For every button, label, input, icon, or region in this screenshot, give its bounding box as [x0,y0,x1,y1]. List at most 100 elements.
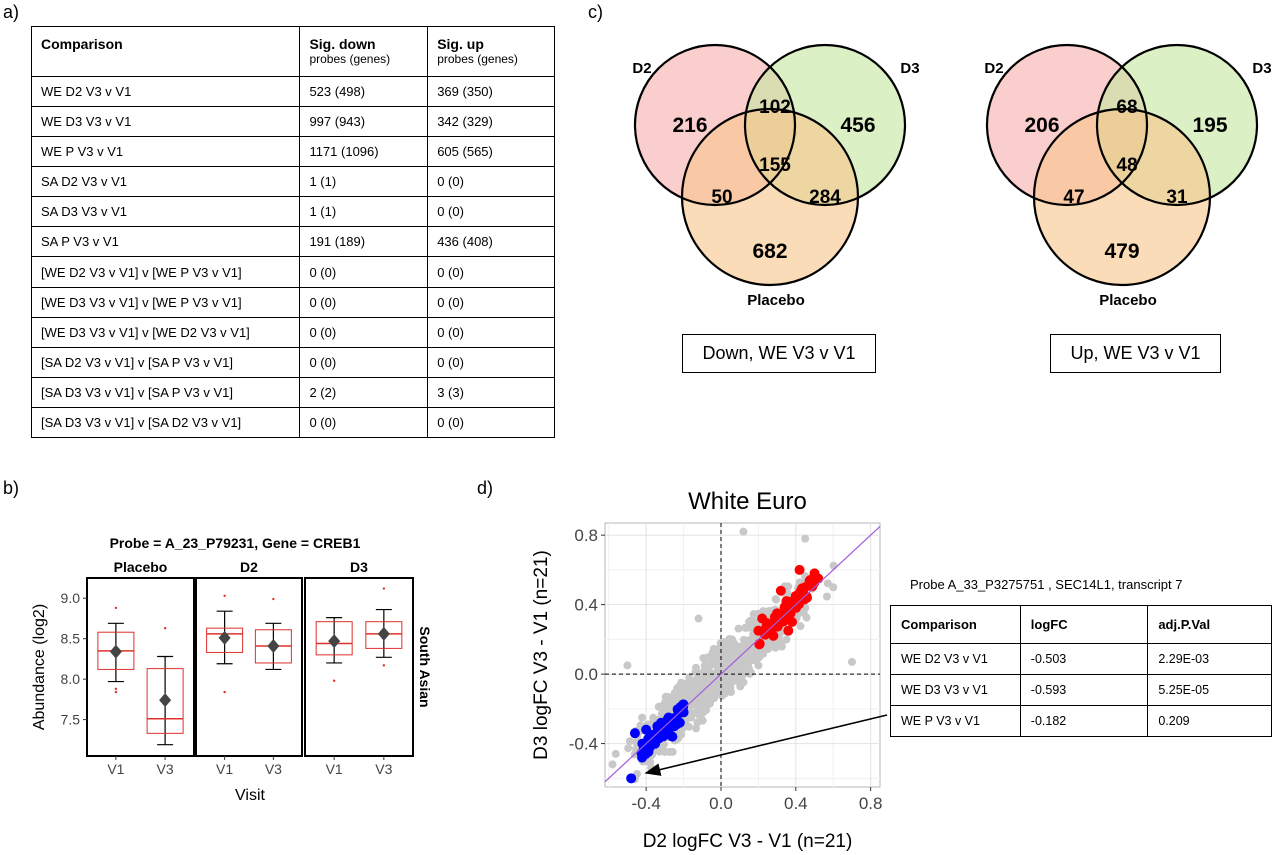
facet-strip-label: Placebo [114,559,168,575]
venn-count-ab: 102 [759,97,791,118]
table-row: [WE D2 V3 v V1] v [WE P V3 v V1] 0 (0) 0 (… [30,256,555,288]
table-row: SA D2 V3 v V1 1 (1) 0 (0) [30,166,555,198]
venn-count-abc: 155 [759,155,791,176]
x-tick-label: V1 [107,761,124,777]
y-tick-label: 9.0 [61,590,81,606]
table-cell: 3 (3) [427,376,555,408]
gray-point [695,700,704,709]
probe-table-body: WE D2 V3 v V1 -0.503 2.29E-03 WE D3 V3 v V1… [890,643,1272,737]
outlier-point [332,679,336,682]
table-cell: 997 (943) [299,106,429,138]
venn-circle-outline [680,107,860,287]
blue-point [641,724,652,735]
blue-point [626,773,637,784]
table-row: SA D3 V3 v V1 1 (1) 0 (0) [30,196,555,228]
gray-point [691,663,700,672]
table-cell: WE D3 V3 v V1 [890,674,1021,706]
venn-count-c-only: 479 [1104,240,1139,263]
gray-point [623,661,632,670]
table-row: WE D2 V3 v V1 523 (498) 369 (350) [30,75,555,108]
scatter-title: White Euro [688,488,807,515]
blue-point [637,738,648,749]
x-tick-label: V1 [326,761,343,777]
table-cell: WE D2 V3 v V1 [890,643,1021,675]
mean-marker [328,634,341,649]
gray-point [660,700,669,709]
significance-table-body: WE D2 V3 v V1 523 (498) 369 (350) WE D3 V3 … [30,75,555,439]
gray-point [728,647,737,656]
facet-strip-right: South Asian [417,626,433,707]
y-tick-label: 0.0 [574,665,598,684]
table-cell: 0 (0) [427,196,555,228]
x-tick-label: -0.4 [632,794,661,813]
table-cell: 0 (0) [299,286,429,318]
table-cell: 1 (1) [299,166,429,198]
table-cell: 436 (408) [427,226,555,258]
venn-count-abc: 48 [1116,155,1137,176]
header-sig-up: Sig. up probes (genes) [427,26,555,77]
table-cell: SA P V3 v V1 [30,226,301,258]
venn-label-c: Placebo [747,292,805,309]
table-row: [SA D3 V3 v V1] v [SA D2 V3 v V1] 0 (0) 0 … [30,406,555,439]
y-tick-label: 8.5 [61,631,81,647]
table-cell: 342 (329) [427,106,555,138]
venn-caption-down: Down, WE V3 v V1 [682,334,876,373]
gray-point [743,636,752,645]
probe-table: Comparison logFC adj.P.Val WE D2 V3 v V1… [890,605,1272,737]
venn-label-a: D2 [984,60,1003,77]
table-cell: 1171 (1096) [299,136,429,168]
gray-point [738,671,747,680]
blue-point [667,731,678,742]
red-point [802,592,813,603]
gray-point [759,607,768,616]
venn-down: 216 102 456 155 50 284 682 D2 D3 Placebo [632,43,920,309]
mean-marker [109,644,122,659]
gray-point [706,669,715,678]
gray-point [703,681,712,690]
facet-panel [86,577,195,757]
venn-circle-outline [1032,107,1212,287]
x-tick-label: V1 [216,761,233,777]
venn-count-bc: 31 [1166,187,1188,208]
table-cell: SA D2 V3 v V1 [30,166,301,198]
table-cell: [SA D3 V3 v V1] v [SA D2 V3 v V1] [30,406,301,439]
x-axis-label: D2 logFC V3 - V1 (n=21) [643,831,853,852]
gray-point [685,673,694,682]
gray-point [683,683,692,692]
y-tick-label: 0.8 [574,526,598,545]
table-cell: 523 (498) [299,75,429,108]
table-cell: 0 (0) [427,346,555,378]
gray-point [829,583,838,592]
table-cell: [SA D2 V3 v V1] v [SA P V3 v V1] [30,346,301,378]
gray-point [750,617,759,626]
table-row: [WE D3 V3 v V1] v [WE P V3 v V1] 0 (0) 0 (… [30,286,555,318]
table-cell: 369 (350) [427,75,555,108]
gray-point [687,713,696,722]
gray-point [694,614,703,623]
outlier-point [114,606,118,610]
blue-point [629,728,640,739]
outlier-point [163,626,167,630]
table-row: [SA D3 V3 v V1] v [SA P V3 v V1] 2 (2) 3 (… [30,376,555,408]
gray-point [735,642,744,651]
panel-label-c: c) [588,2,603,22]
probe-header-comparison: Comparison [890,605,1021,644]
table-cell: 0 (0) [299,406,429,439]
table-cell: WE D3 V3 v V1 [30,106,301,138]
gray-point [739,527,748,536]
venn-count-b-only: 456 [840,114,875,137]
gray-point [707,652,716,661]
red-point [781,596,792,607]
significance-table: Comparison Sig. down probes (genes) Sig. … [30,26,555,439]
facet-strip-label: D2 [240,559,258,575]
table-cell: [WE D2 V3 v V1] v [WE P V3 v V1] [30,256,301,288]
venn-circle-outline [633,43,797,207]
table-cell: 0 (0) [427,166,555,198]
probe-header-logfc: logFC [1019,605,1149,644]
facet-strip-label: D3 [350,559,368,575]
header-sig-down: Sig. down probes (genes) [299,26,429,77]
gray-point [745,669,754,678]
panel-label-a: a) [3,2,20,22]
scatter-chart: -0.4 0.0 0.4 0.8 -0.4 0.0 0.4 0.8 White Euro D2 l… [531,488,882,852]
venn-label-c: Placebo [1099,292,1157,309]
